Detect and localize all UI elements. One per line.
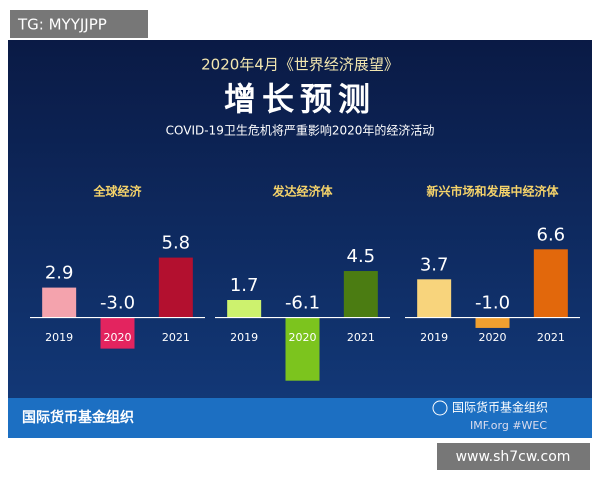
watermark-box <box>437 443 590 470</box>
value-label: 3.7 <box>420 254 449 275</box>
value-label: 6.6 <box>537 224 566 245</box>
chart-title: 全球经济 <box>92 184 142 199</box>
value-label: 2.9 <box>45 263 74 284</box>
social-icon <box>432 400 448 416</box>
header-subtitle: COVID-19卫生危机将严重影响2020年的经济活动 <box>166 123 435 138</box>
value-label: -1.0 <box>475 293 510 314</box>
bar <box>533 249 568 318</box>
value-label: 4.5 <box>347 246 376 267</box>
header-title: 增长预测 <box>224 80 376 118</box>
x-tick-label: 2020 <box>289 331 317 344</box>
x-tick-label: 2021 <box>537 331 565 344</box>
x-tick-label: 2020 <box>104 331 132 344</box>
bar <box>417 279 452 318</box>
x-tick-label: 2019 <box>45 331 73 344</box>
value-label: 5.8 <box>162 233 191 254</box>
footer-strip <box>8 398 592 438</box>
header-kicker: 2020年4月《世界经济展望》 <box>201 56 399 74</box>
footer-site: IMF.org #WEC <box>470 419 547 432</box>
bar <box>227 300 262 318</box>
value-label: -6.1 <box>285 293 320 314</box>
bar <box>343 271 378 318</box>
x-tick-label: 2021 <box>347 331 375 344</box>
bar <box>475 317 510 328</box>
footer-social: 国际货币基金组织 <box>452 400 548 415</box>
bar <box>285 317 320 381</box>
footer-org: 国际货币基金组织 <box>22 409 134 426</box>
watermark: www.sh7cw.com <box>456 449 571 465</box>
tag-box <box>10 10 148 38</box>
value-label: -3.0 <box>100 293 135 314</box>
chart-title: 新兴市场和发展中经济体 <box>426 184 559 199</box>
x-tick-label: 2019 <box>420 331 448 344</box>
x-tick-label: 2019 <box>230 331 258 344</box>
bar <box>42 287 77 318</box>
bar <box>100 317 135 349</box>
x-tick-label: 2020 <box>479 331 507 344</box>
bar <box>158 257 193 318</box>
value-label: 1.7 <box>230 275 259 296</box>
chart-title: 发达经济体 <box>271 184 333 199</box>
tag: TG: MYYJJPP <box>17 16 107 34</box>
x-tick-label: 2021 <box>162 331 190 344</box>
